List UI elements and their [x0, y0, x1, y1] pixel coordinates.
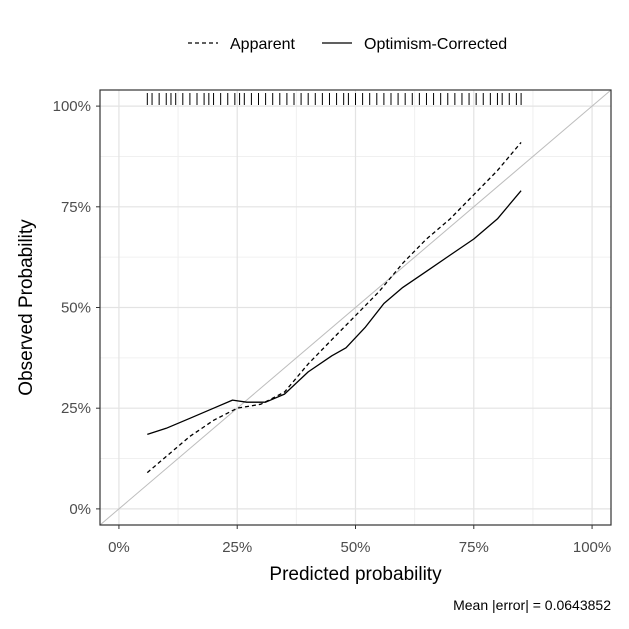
rug-layer — [146, 93, 522, 105]
reference-diagonal-line — [99, 89, 612, 526]
x-tick-label: 100% — [573, 539, 611, 556]
series-line-apparent — [146, 141, 522, 474]
y-tick-label: 100% — [53, 98, 91, 115]
x-tick-label: 50% — [340, 539, 370, 556]
legend-label-apparent: Apparent — [230, 36, 295, 53]
legend-label-optimism-corrected: Optimism-Corrected — [364, 36, 507, 53]
reference-layer — [99, 89, 612, 526]
x-axis-title: Predicted probability — [269, 564, 442, 585]
x-tick-label: 25% — [222, 539, 252, 556]
x-tick-label: 75% — [459, 539, 489, 556]
mean-error-caption: Mean |error| = 0.0643852 — [453, 597, 611, 613]
y-tick-label: 75% — [61, 199, 91, 216]
y-axis-title: Observed Probability — [16, 219, 37, 396]
x-tick-label: 0% — [108, 539, 130, 556]
y-axis: 0% 25% 50% 75% 100% — [53, 98, 100, 518]
y-tick-label: 0% — [69, 501, 91, 518]
x-axis: 0% 25% 50% 75% 100% — [108, 525, 611, 556]
series-layer — [146, 141, 522, 474]
y-tick-label: 50% — [61, 300, 91, 317]
legend: Apparent Optimism-Corrected — [188, 36, 507, 53]
y-tick-label: 25% — [61, 400, 91, 417]
series-line-optimism-corrected — [147, 190, 522, 436]
